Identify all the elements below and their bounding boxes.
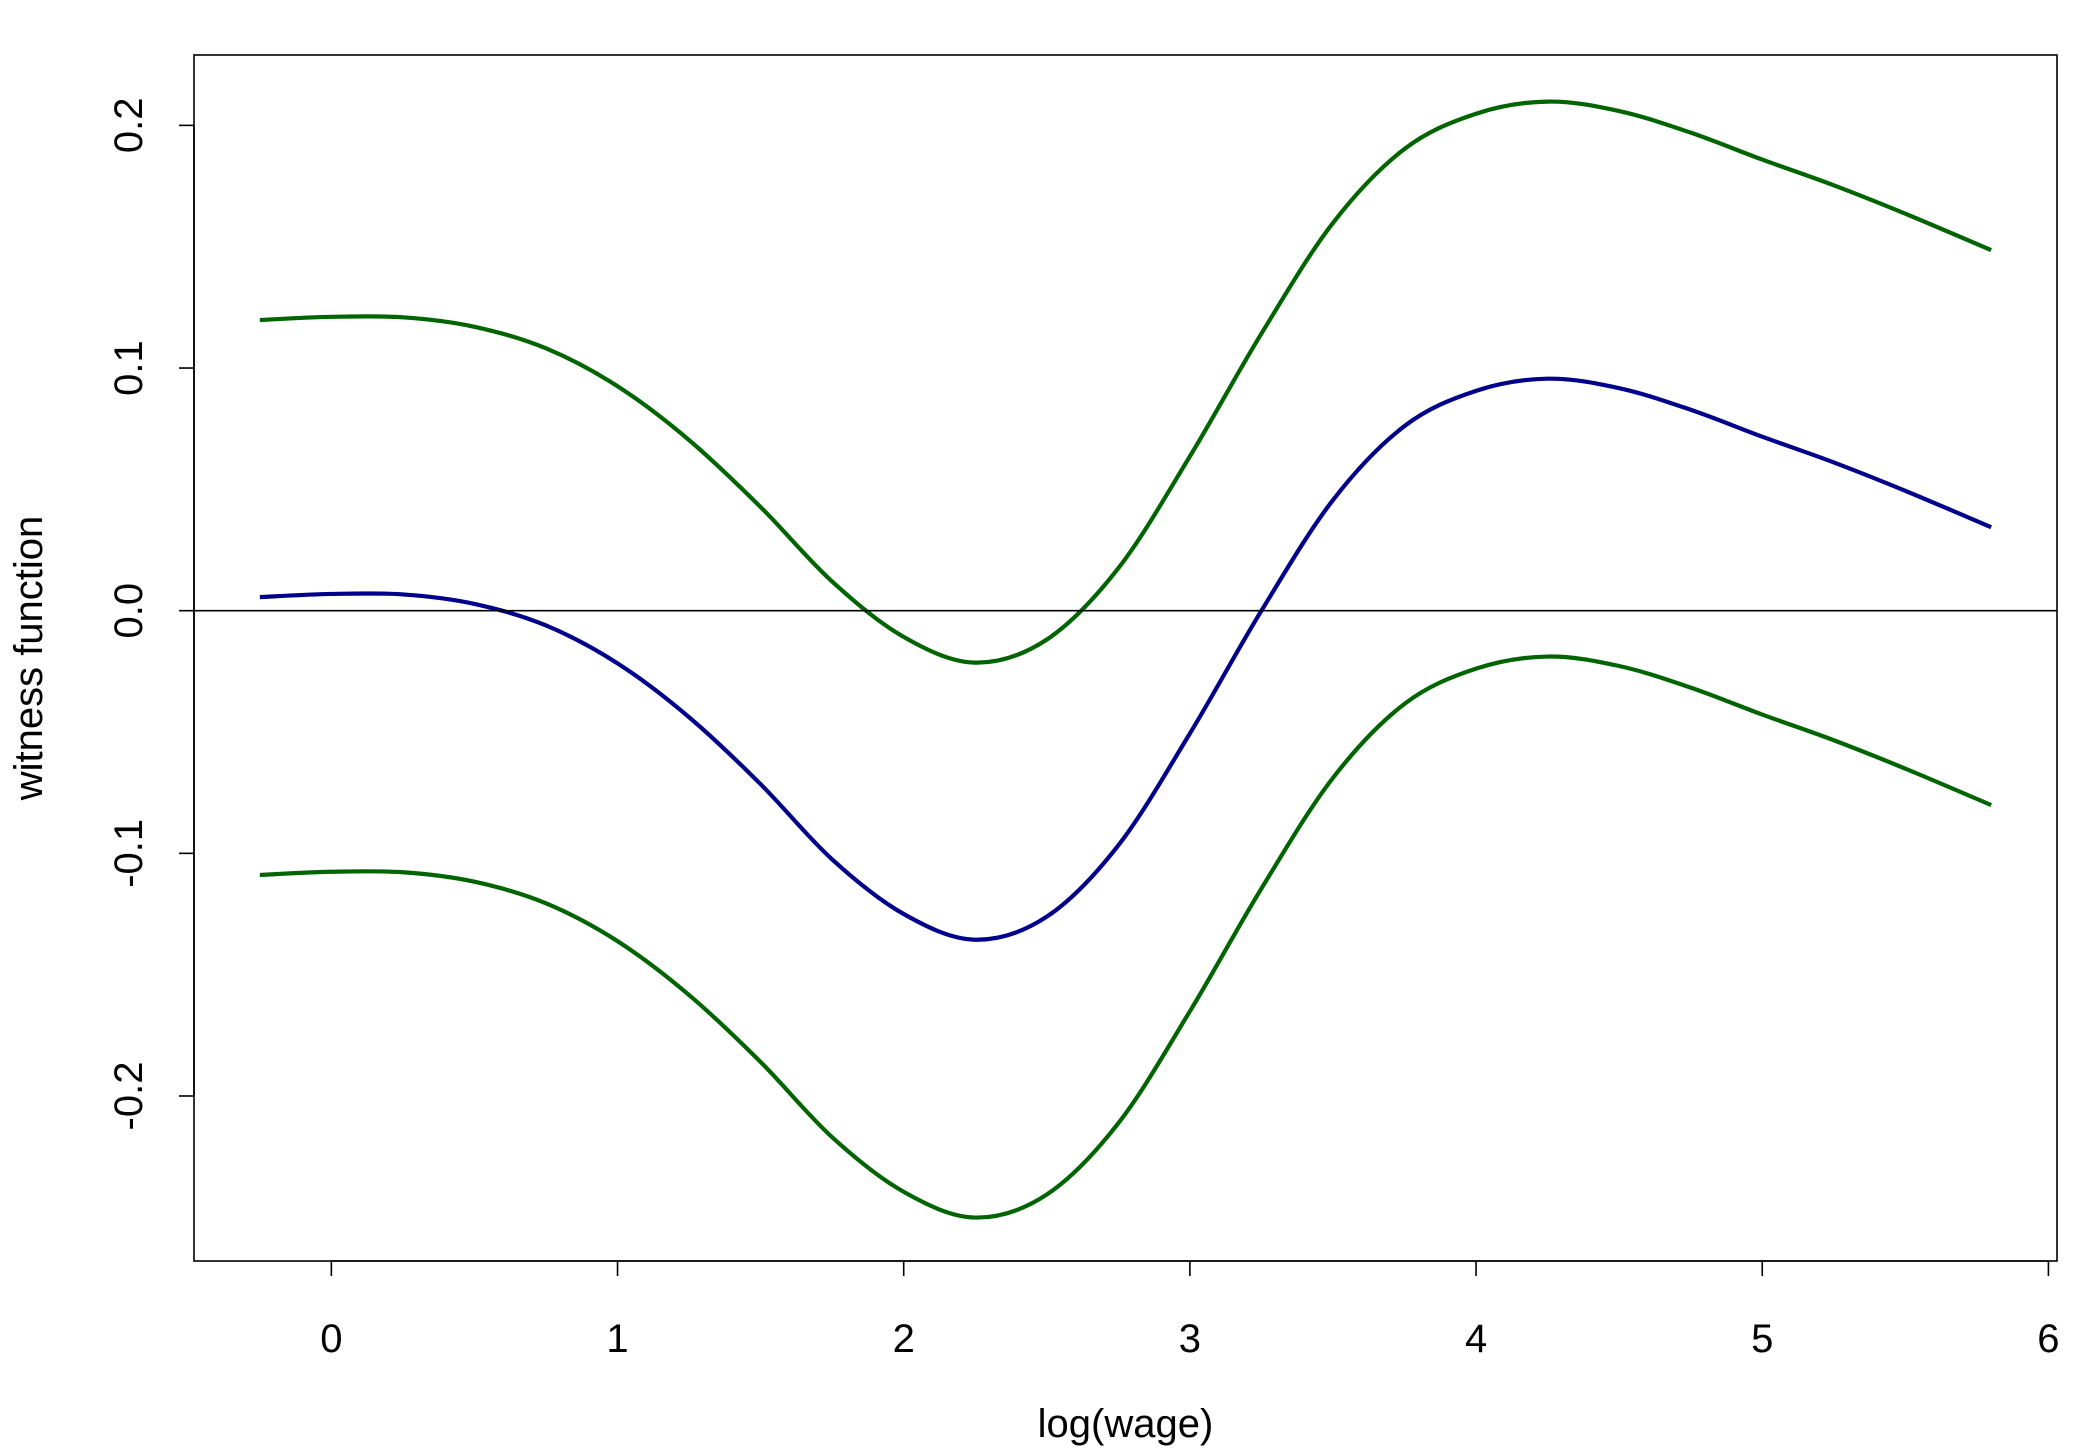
x-tick-label: 0: [320, 1317, 342, 1361]
x-axis: 0 1 2 3 4 5 6: [320, 1260, 2060, 1361]
y-tick-label: 0.2: [107, 98, 151, 154]
x-tick-label: 1: [606, 1317, 628, 1361]
x-axis-title: log(wage): [1038, 1402, 1214, 1446]
y-tick-label: -0.2: [107, 1062, 151, 1131]
witness-function-line: [259, 376, 1993, 942]
upper-band-line: [259, 99, 1993, 665]
x-tick-label: 2: [893, 1317, 915, 1361]
x-tick-label: 6: [2037, 1317, 2059, 1361]
y-axis: -0.2 -0.1 0.0 0.1 0.2: [107, 98, 195, 1131]
x-tick-label: 5: [1751, 1317, 1773, 1361]
series-layer: [259, 99, 1993, 1220]
lower-band-line: [259, 654, 1993, 1220]
x-tick-label: 3: [1179, 1317, 1201, 1361]
y-tick-label: 0.0: [107, 583, 151, 639]
y-axis-title: witness function: [7, 516, 51, 802]
y-tick-label: -0.1: [107, 819, 151, 888]
y-tick-label: 0.1: [107, 340, 151, 396]
x-tick-label: 4: [1465, 1317, 1487, 1361]
